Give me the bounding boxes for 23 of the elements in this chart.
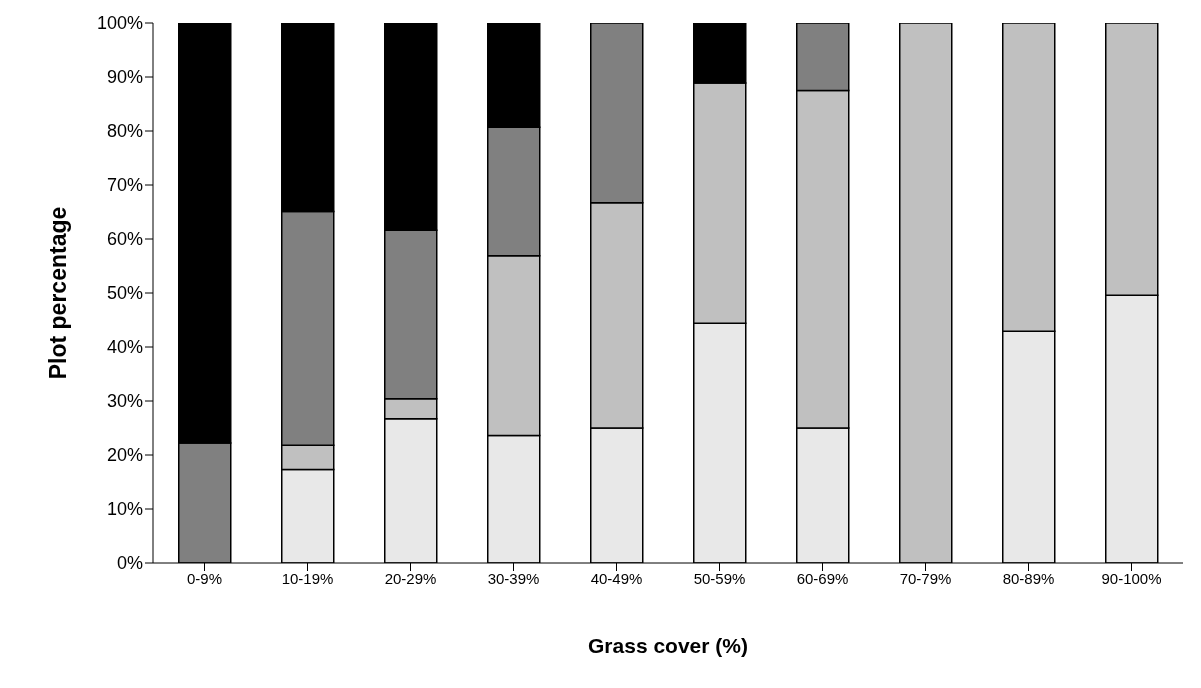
y-axis-title: Plot percentage — [45, 206, 72, 380]
x-tick-label: 20-29% — [384, 569, 437, 587]
x-tick-label: 40-49% — [590, 569, 643, 587]
x-tick-label: 60-69% — [796, 569, 849, 587]
y-tick-label: 10% — [106, 499, 143, 520]
x-tick-label: 90-100% — [1101, 569, 1162, 587]
x-tick-label: 70-79% — [899, 569, 952, 587]
y-tick-label: 100% — [96, 13, 143, 34]
x-tick-label: 30-39% — [487, 569, 540, 587]
x-axis-title: Grass cover (%) — [588, 634, 748, 657]
x-tick-label: 10-19% — [281, 569, 334, 587]
y-tick-label: 20% — [106, 445, 143, 466]
y-tick-label: 70% — [106, 175, 143, 196]
x-tick-label: 50-59% — [693, 569, 746, 587]
y-tick-label: 80% — [106, 121, 143, 142]
y-tick-label: 60% — [106, 229, 143, 250]
y-tick-label: 30% — [106, 391, 143, 412]
y-tick-label: 90% — [106, 67, 143, 88]
y-tick-label: 40% — [106, 337, 143, 358]
y-tick-label: 0% — [116, 553, 143, 574]
y-tick-label: 50% — [106, 283, 143, 304]
x-tick-label: 80-89% — [1002, 569, 1055, 587]
x-tick-label: 0-9% — [186, 569, 223, 587]
